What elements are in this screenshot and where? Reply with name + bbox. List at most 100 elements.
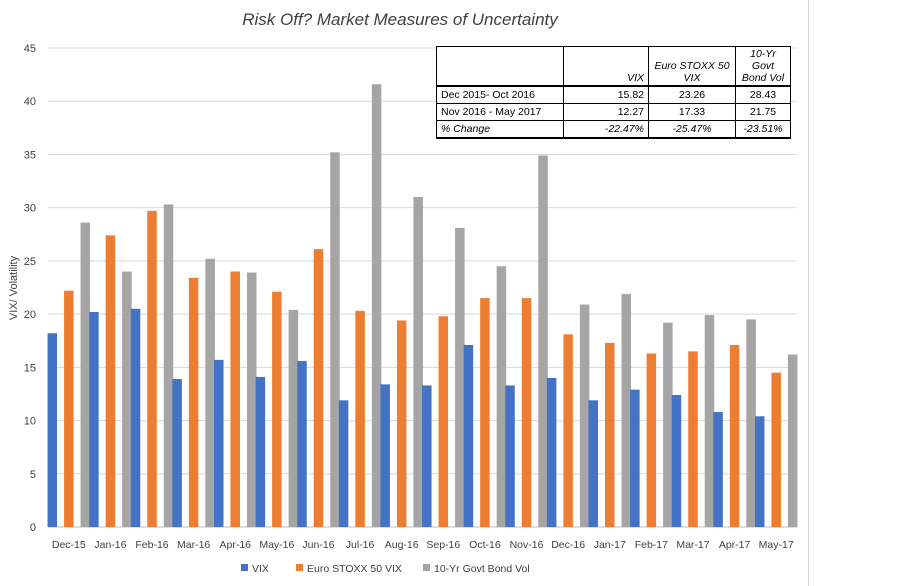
bar-10-yr-govt-bond-vol [205,258,215,527]
y-tick-label: 35 [24,149,36,161]
table-cell: 21.75 [735,103,791,121]
bar-vix [255,376,266,527]
x-tick-label: Dec-16 [551,539,585,551]
x-tick-label: Oct-16 [469,539,501,551]
bar-vix [630,389,640,527]
table-cell: 23.26 [648,85,736,104]
table-header-cell: Euro STOXX 50 VIX [648,46,736,87]
bar-10-yr-govt-bond-vol [538,155,548,527]
bar-euro-stoxx-50-vix [188,277,199,527]
y-tick-label: 0 [30,522,36,534]
bar-10-yr-govt-bond-vol [746,319,756,527]
legend-label: Euro STOXX 50 VIX [307,563,402,575]
x-tick-label: Nov-16 [510,539,544,551]
bar-vix [47,333,58,527]
bar-10-yr-govt-bond-vol [787,354,798,527]
bar-vix [130,308,141,527]
bar-vix [546,377,557,527]
x-tick-label: Mar-17 [676,539,709,551]
table-cell: 12.27 [563,103,649,121]
frame-border [808,0,809,586]
bars [47,84,798,528]
bar-10-yr-govt-bond-vol [330,152,340,527]
x-tick-label: Feb-17 [635,539,668,551]
table-cell: 15.82 [563,85,649,104]
y-tick-label: 10 [24,416,36,428]
x-tick-label: Apr-17 [719,539,751,551]
x-tick-label: Aug-16 [385,539,419,551]
bar-10-yr-govt-bond-vol [80,222,91,527]
table-cell: -22.47% [563,120,649,139]
bar-vix [380,384,390,527]
legend-swatch [241,564,248,571]
x-tick-label: Dec-15 [52,539,86,551]
table-cell: Nov 2016 - May 2017 [436,103,564,121]
table-cell: 17.33 [648,103,736,121]
table-header-row: VIX Euro STOXX 50 VIX 10-Yr Govt Bond Vo… [436,46,791,87]
y-tick-label: 30 [24,203,36,215]
bar-euro-stoxx-50-vix [521,298,532,527]
x-tick-label: May-16 [259,539,294,551]
bar-vix [297,360,307,527]
y-tick-label: 20 [24,309,36,321]
bar-euro-stoxx-50-vix [688,351,698,527]
table-cell: Dec 2015- Oct 2016 [436,85,564,104]
bar-euro-stoxx-50-vix [272,291,282,527]
bar-vix [172,379,182,527]
bar-10-yr-govt-bond-vol [247,272,257,527]
legend-swatch [296,564,303,571]
table-header-cell: 10-Yr Govt Bond Vol [735,46,791,87]
bar-euro-stoxx-50-vix [64,290,74,527]
bar-vix [463,344,474,527]
bar-euro-stoxx-50-vix [230,271,240,527]
bar-vix [89,311,99,527]
y-tick-label: 25 [24,256,36,268]
y-tick-label: 5 [30,469,36,481]
x-axis-ticks: Dec-15 Jan-16 Feb-16 Mar-16 Apr-16 May-16 Jun-… [52,539,794,551]
bar-10-yr-govt-bond-vol [122,271,132,527]
bar-euro-stoxx-50-vix [313,249,324,527]
bar-10-yr-govt-bond-vol [704,315,715,527]
bar-vix [214,359,224,527]
bar-euro-stoxx-50-vix [771,372,781,527]
bar-euro-stoxx-50-vix [480,298,490,527]
bar-10-yr-govt-bond-vol [288,309,299,527]
bar-euro-stoxx-50-vix [646,353,657,527]
bar-10-yr-govt-bond-vol [413,197,423,527]
bar-euro-stoxx-50-vix [355,310,365,527]
x-tick-label: Feb-16 [135,539,168,551]
bar-vix [505,385,515,527]
bar-vix [338,400,349,527]
bar-euro-stoxx-50-vix [605,342,615,527]
bar-euro-stoxx-50-vix [147,210,157,528]
table-header-cell: VIX [563,46,649,87]
table-row: Dec 2015- Oct 2016 15.82 23.26 28.43 [436,85,791,104]
bar-euro-stoxx-50-vix [563,334,573,527]
x-tick-label: Mar-16 [177,539,210,551]
x-tick-label: Jan-16 [94,539,126,551]
x-tick-label: Jun-16 [302,539,334,551]
bar-vix [422,385,432,527]
table-row: % Change -22.47% -25.47% -23.51% [436,120,791,139]
y-axis-label: VIX/ Volatility [8,255,20,320]
bar-euro-stoxx-50-vix [396,320,407,527]
bar-euro-stoxx-50-vix [729,344,740,527]
x-tick-label: Apr-16 [219,539,251,551]
table-header-cell [436,46,564,87]
summary-table: VIX Euro STOXX 50 VIX 10-Yr Govt Bond Vo… [436,46,791,139]
bar-euro-stoxx-50-vix [438,316,449,527]
bar-vix [588,400,598,527]
table-cell: -23.51% [735,120,791,139]
chart-title: Risk Off? Market Measures of Uncertainty [242,10,559,29]
bar-euro-stoxx-50-vix [105,235,116,527]
bar-10-yr-govt-bond-vol [496,266,507,527]
x-tick-label: May-17 [759,539,794,551]
x-tick-label: Jan-17 [594,539,626,551]
table-row: Nov 2016 - May 2017 12.27 17.33 21.75 [436,103,791,121]
legend-label: VIX [252,563,269,575]
legend-swatch [423,564,430,571]
legend: VIX Euro STOXX 50 VIX 10-Yr Govt Bond Vol [241,563,530,575]
x-tick-label: Sep-16 [426,539,460,551]
bar-10-yr-govt-bond-vol [455,227,465,527]
